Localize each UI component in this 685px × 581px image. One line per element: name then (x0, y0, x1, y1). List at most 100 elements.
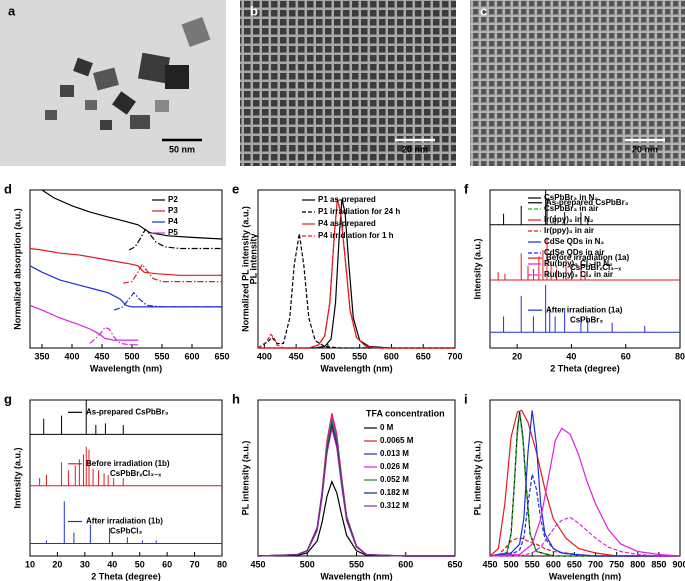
y-axis-label: PL intensity (a.u.) (472, 441, 482, 516)
x-tick-label: 450 (482, 559, 497, 569)
data-line (89, 326, 138, 346)
data-line (113, 291, 222, 311)
legend-label: P1 as-prepared (318, 195, 376, 204)
legend-label: 0.026 M (380, 462, 409, 471)
plot-frame (257, 399, 456, 557)
x-tick-label: 650 (567, 559, 582, 569)
series-label: As-prepared CsPbBr₃ (86, 407, 169, 416)
x-tick-label: 60 (621, 351, 631, 361)
legend-label: P1 irradiation for 24 h (318, 207, 400, 216)
panel-letter: f (464, 181, 469, 196)
x-tick-label: 400 (64, 351, 79, 361)
y-axis-label: PL intensity (248, 234, 258, 285)
data-line (489, 411, 680, 557)
data-line (258, 198, 455, 349)
data-line (257, 428, 455, 557)
x-tick-label: 450 (250, 559, 265, 569)
legend-label: CdSe QDs in air (544, 248, 604, 257)
data-line (257, 422, 455, 557)
legend-label: P2 (168, 195, 178, 204)
x-tick-label: 80 (217, 559, 227, 569)
x-tick-label: 550 (154, 351, 169, 361)
x-tick-label: 500 (124, 351, 139, 361)
x-tick-label: 350 (34, 351, 49, 361)
panel-letter: b (250, 3, 258, 18)
data-line (257, 198, 455, 349)
x-tick-label: 600 (398, 559, 413, 569)
panel-letter: h (232, 391, 240, 406)
x-tick-label: 450 (94, 351, 109, 361)
legend-label: P3 (168, 206, 178, 215)
legend-label: P4 as-prepared (318, 219, 376, 228)
series-sublabel: CsPbBr₃ (570, 315, 603, 324)
scale-bar-label: 20 nm (632, 144, 658, 154)
legend-label: Ru(bpy)₃ Cl₂ in N₂ (544, 259, 613, 268)
x-axis-label: Wavelength (nm) (320, 571, 392, 581)
plot-frame (29, 189, 223, 349)
legend-label: Ir(ppy)₃ in air (544, 226, 594, 235)
series-label: After irradiation (1b) (86, 517, 163, 526)
legend-label: 0.0065 M (380, 436, 414, 445)
x-tick-label: 750 (609, 559, 624, 569)
series-label: Before irradiation (1a) (546, 253, 629, 262)
legend-label: Ru(bpy)₃ Cl₂ in air (544, 270, 613, 279)
data-line (122, 263, 222, 284)
legend-label: 0.182 M (380, 488, 409, 497)
series-sublabel: CsPbBrₓCl₃₋ₓ (570, 263, 621, 272)
panel-letter: i (464, 391, 468, 406)
plot-frame (29, 399, 223, 557)
y-axis-label: Intensity (a.u.) (12, 447, 22, 508)
x-tick-label: 700 (447, 351, 462, 361)
x-tick-label: 600 (546, 559, 561, 569)
data-line (489, 427, 681, 557)
y-axis-label: Normalized absorption (a.u.) (12, 208, 22, 330)
legend-label: CsPbBr₃ in air (544, 204, 598, 213)
x-tick-label: 30 (80, 559, 90, 569)
x-tick-label: 600 (184, 351, 199, 361)
data-line (128, 228, 222, 251)
x-tick-label: 550 (525, 559, 540, 569)
y-axis-label: Intensity (a.u.) (472, 238, 482, 299)
x-tick-label: 550 (352, 351, 367, 361)
x-tick-label: 650 (447, 559, 462, 569)
data-line (29, 247, 222, 276)
data-line (489, 414, 680, 557)
x-tick-label: 500 (504, 559, 519, 569)
x-axis-label: Wavelength (nm) (549, 571, 621, 581)
data-line (489, 410, 680, 557)
data-line (489, 474, 680, 557)
legend-label: 0 M (380, 423, 394, 432)
series-label: After irradiation (1a) (546, 305, 623, 314)
x-tick-label: 10 (25, 559, 35, 569)
data-line (29, 265, 222, 308)
scale-bar-label: 20 nm (402, 144, 428, 154)
series-sublabel: CsPbCl₃ (110, 527, 142, 536)
series-label: Before irradiation (1b) (86, 459, 170, 468)
tem-image-a (0, 0, 226, 166)
panel-letter: g (4, 391, 12, 406)
legend-label: 0.013 M (380, 449, 409, 458)
x-tick-label: 450 (289, 351, 304, 361)
data-line (257, 425, 455, 557)
data-line (257, 416, 455, 557)
x-tick-label: 70 (190, 559, 200, 569)
panel-letter: d (4, 181, 12, 196)
x-tick-label: 850 (651, 559, 666, 569)
y-axis-label: PL intensity (a.u.) (240, 441, 250, 516)
x-tick-label: 60 (162, 559, 172, 569)
data-line (257, 419, 455, 557)
x-tick-label: 400 (257, 351, 272, 361)
x-tick-label: 600 (384, 351, 399, 361)
data-line (489, 409, 680, 557)
x-tick-label: 40 (107, 559, 117, 569)
x-tick-label: 650 (416, 351, 431, 361)
data-line (29, 304, 138, 341)
x-axis-label: Wavelength (nm) (320, 363, 392, 373)
legend-label: 0.052 M (380, 475, 409, 484)
legend-label: CdSe QDs in N₂ (544, 237, 604, 246)
x-tick-label: 40 (566, 351, 576, 361)
x-tick-label: 700 (588, 559, 603, 569)
tem-image-b (240, 0, 456, 166)
panel-letter: e (232, 181, 239, 196)
series-label: As-prepared CsPbBr₃ (546, 198, 629, 207)
